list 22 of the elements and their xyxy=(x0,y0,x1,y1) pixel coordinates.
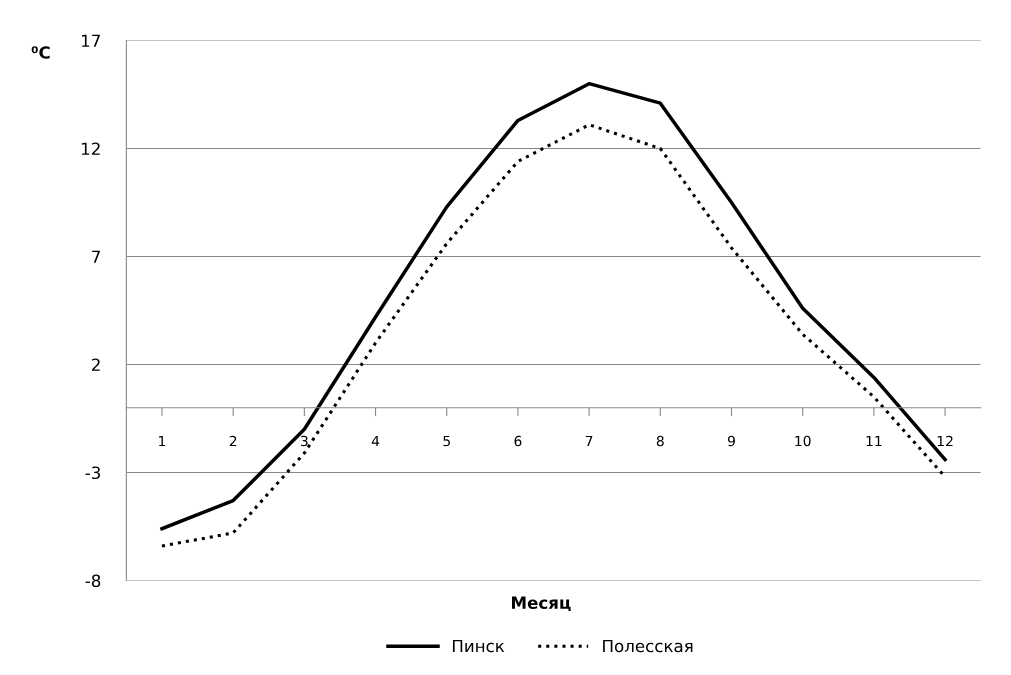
y-tick-label: -3 xyxy=(85,466,101,480)
x-tick-label: 1 xyxy=(159,435,166,447)
x-tick-label: 2 xyxy=(229,435,237,447)
x-tick-label: 8 xyxy=(656,435,664,447)
x-tick-label: 12 xyxy=(937,435,953,447)
y-tick-label: 17 xyxy=(82,34,100,47)
x-tick-label: 4 xyxy=(371,435,380,447)
x-tick-label: 5 xyxy=(443,435,450,447)
y-tick-label: 2 xyxy=(91,358,100,371)
x-tick-label: 11 xyxy=(866,435,882,447)
x-axis-title: Месяц xyxy=(512,596,571,612)
x-tick-label: 9 xyxy=(727,435,735,447)
x-tick-label: 3 xyxy=(300,435,308,447)
x-tick-label: 6 xyxy=(514,435,522,447)
y-axis-title: ⁰C xyxy=(31,46,50,59)
y-tick-label: -8 xyxy=(85,574,101,588)
y-tick-label: 12 xyxy=(82,142,100,155)
legend-label: Полесская xyxy=(603,639,693,653)
x-tick-label: 10 xyxy=(795,435,811,447)
y-tick-label: 7 xyxy=(92,250,100,263)
x-tick-label: 7 xyxy=(585,435,593,447)
legend-label: Пинск xyxy=(452,639,505,653)
